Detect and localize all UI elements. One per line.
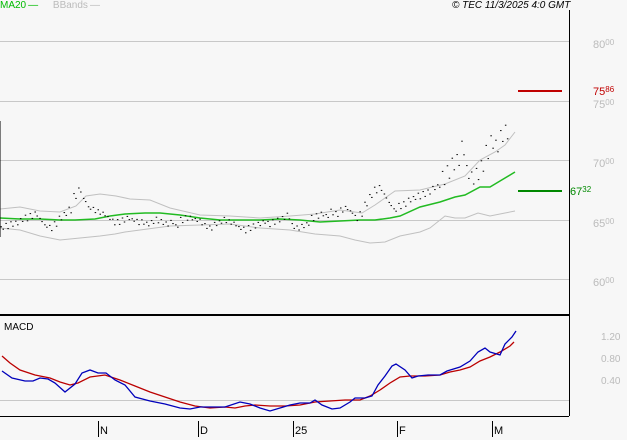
x-tick-dec — [198, 421, 199, 437]
legend-ma20-swatch: — — [28, 0, 39, 11]
price-tick-7500: 7500 — [593, 98, 615, 111]
x-tick-nov — [98, 421, 99, 437]
ma20-line — [0, 171, 516, 223]
price-bars — [0, 121, 509, 237]
macd-line — [1, 330, 517, 412]
bbands-lower — [0, 210, 516, 244]
x-label-2025: 25 — [295, 425, 308, 437]
price-tick-6500: 6500 — [593, 217, 615, 230]
macd-tick-080: 0.80 — [601, 354, 621, 365]
legend-bbands-swatch: — — [89, 0, 100, 11]
copyright-timestamp: © TEC 11/3/2025 4:0 GMT — [452, 0, 571, 11]
x-label-mar: M — [494, 425, 504, 437]
x-tick-2025 — [293, 421, 294, 437]
x-label-nov: N — [100, 425, 108, 437]
legend-bbands: BBands — [52, 0, 88, 11]
x-tick-mar — [492, 421, 493, 437]
bbands-upper — [0, 131, 516, 219]
macd-tick-040: 0.40 — [601, 376, 621, 387]
x-label-feb: F — [399, 425, 406, 437]
marker-label-ma20: 6732 — [570, 185, 592, 198]
price-gridlines — [0, 41, 569, 401]
macd-tick-120: 1.20 — [601, 332, 621, 343]
chart-legend: MA20— BBands — — [0, 0, 102, 12]
x-tick-feb — [397, 421, 398, 437]
macd-signal-line — [1, 341, 515, 409]
price-tick-6000: 6000 — [593, 276, 615, 289]
price-tick-8000: 8000 — [593, 38, 615, 51]
price-tick-7000: 7000 — [593, 157, 615, 170]
x-label-dec: D — [200, 425, 208, 437]
macd-label: MACD — [4, 322, 34, 333]
marker-label-last-high: 7586 — [593, 85, 615, 98]
legend-ma20: MA20 — [0, 0, 27, 11]
